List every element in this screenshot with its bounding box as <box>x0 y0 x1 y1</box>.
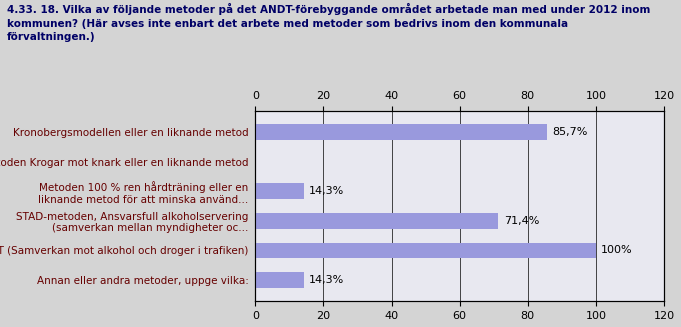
Bar <box>255 183 304 199</box>
Text: 100%: 100% <box>601 246 633 255</box>
Text: 71,4%: 71,4% <box>504 216 539 226</box>
Text: 85,7%: 85,7% <box>552 127 588 137</box>
Bar <box>255 124 548 140</box>
Text: 14,3%: 14,3% <box>309 275 345 285</box>
Bar <box>255 243 596 258</box>
Bar <box>255 272 304 288</box>
Text: 14,3%: 14,3% <box>309 186 345 196</box>
Text: 4.33. 18. Vilka av följande metoder på det ANDT-förebyggande området arbetade ma: 4.33. 18. Vilka av följande metoder på d… <box>7 3 650 42</box>
Bar <box>255 213 498 229</box>
